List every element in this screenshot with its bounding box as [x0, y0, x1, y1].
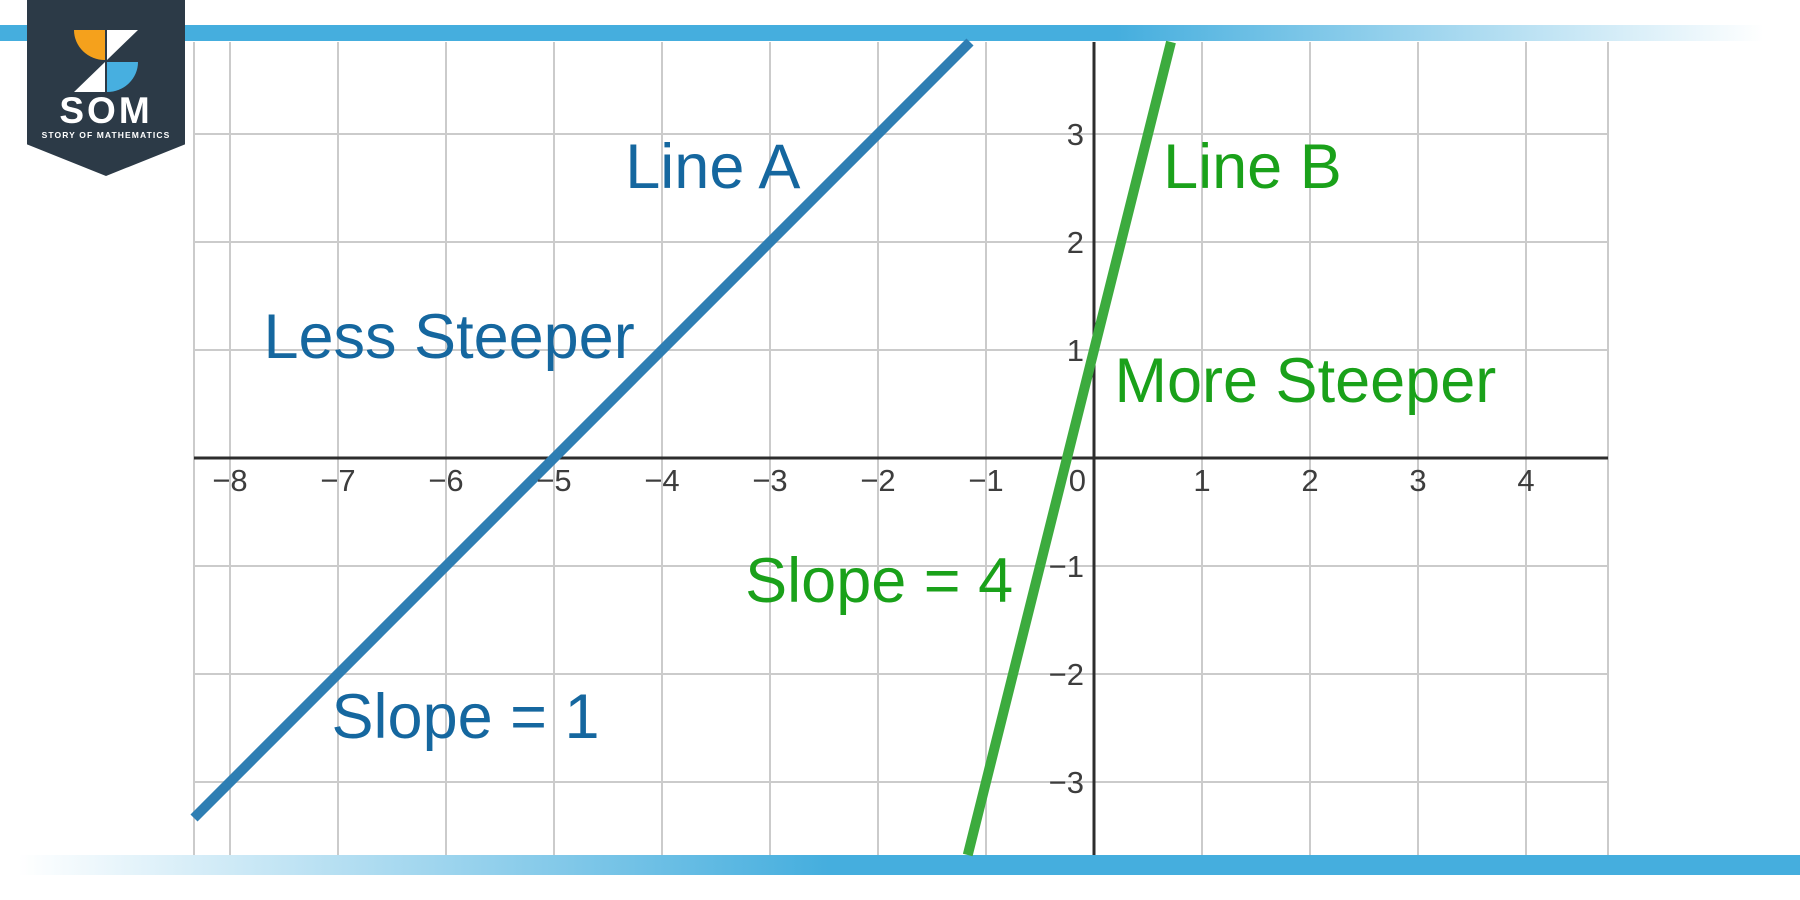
- som-pinwheel-icon: [74, 30, 138, 92]
- x-tick-label-1: 1: [1193, 463, 1210, 498]
- x-tick-label-0: 0: [1069, 463, 1086, 498]
- y-tick-label-3: 3: [1067, 117, 1084, 152]
- pinwheel-orange-quarter: [74, 30, 105, 60]
- x-tick-label--5: −5: [536, 463, 571, 498]
- x-tick-label--7: −7: [320, 463, 355, 498]
- y-tick-label-2: 2: [1067, 225, 1084, 260]
- x-tick-label--1: −1: [968, 463, 1003, 498]
- y-tick-label--1: −1: [1049, 549, 1084, 584]
- som-logo-banner: SOM STORY OF MATHEMATICS: [27, 0, 185, 176]
- som-logo-text: SOM: [59, 90, 153, 131]
- y-tick-label-1: 1: [1067, 333, 1084, 368]
- x-tick-label-4: 4: [1517, 463, 1534, 498]
- x-tick-label-3: 3: [1409, 463, 1426, 498]
- series-line-a: [190, 38, 974, 822]
- top-accent-bar: [0, 25, 1800, 41]
- y-tick-label--3: −3: [1049, 765, 1084, 800]
- x-tick-label--6: −6: [428, 463, 463, 498]
- pinwheel-white-triangle-top: [107, 30, 138, 60]
- pinwheel-blue-quarter: [107, 62, 138, 92]
- som-logo-subtext: STORY OF MATHEMATICS: [41, 130, 171, 140]
- x-tick-label-2: 2: [1301, 463, 1318, 498]
- x-tick-label--2: −2: [860, 463, 895, 498]
- x-tick-label--8: −8: [212, 463, 247, 498]
- y-tick-label--2: −2: [1049, 657, 1084, 692]
- pinwheel-white-triangle-bottom: [74, 62, 105, 92]
- x-tick-label--4: −4: [644, 463, 679, 498]
- bottom-accent-bar: [0, 855, 1800, 875]
- x-tick-label--3: −3: [752, 463, 787, 498]
- series-line-b: [962, 40, 1176, 857]
